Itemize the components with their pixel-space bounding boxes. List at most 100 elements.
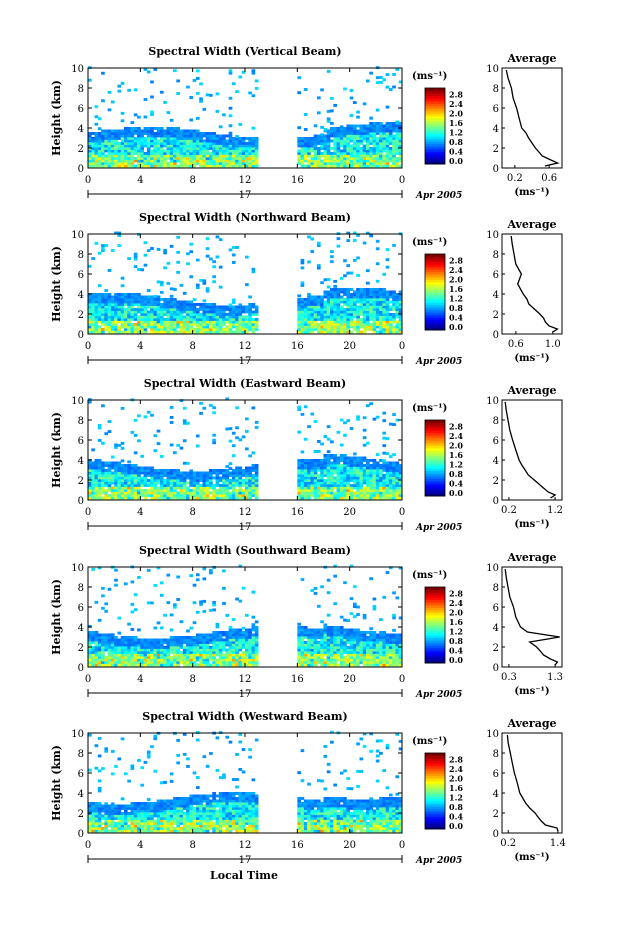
heatmap-cell (182, 149, 187, 153)
colorbar-swatch (425, 120, 445, 124)
heatmap-cell (195, 434, 200, 438)
heatmap-cell (215, 313, 220, 316)
heatmap-cell (366, 486, 370, 490)
heatmap-cell (110, 132, 115, 135)
heatmap-cell (202, 656, 207, 659)
heatmap-cell (245, 663, 249, 667)
heatmap-cell (343, 323, 347, 326)
heatmap-cell (343, 87, 347, 91)
heatmap-cell (110, 320, 115, 324)
heatmap-cell (330, 466, 334, 470)
heatmap-cell (107, 134, 112, 138)
heatmap-cell (231, 152, 236, 155)
heatmap-cell (313, 494, 318, 497)
heatmap-cell (307, 154, 311, 158)
heatmap-cell (156, 656, 161, 659)
heatmap-cell (369, 328, 373, 331)
heatmap-cell (359, 293, 364, 296)
heatmap-cell (245, 149, 249, 153)
heatmap-cell (336, 325, 341, 329)
heatmap-cell (153, 663, 158, 667)
heatmap-cell (97, 132, 102, 135)
heatmap-cell (228, 661, 233, 664)
heatmap-cell (182, 291, 187, 295)
heatmap-cell (323, 330, 328, 334)
heatmap-cell (323, 134, 328, 138)
heatmap-cell (120, 496, 125, 500)
heatmap-cell (300, 461, 305, 465)
heatmap-cell (199, 147, 203, 150)
heatmap-cell (182, 323, 187, 326)
heatmap-cell (238, 157, 243, 160)
heatmap-cell (248, 476, 252, 480)
heatmap-cell (235, 90, 239, 94)
heatmap-cell (388, 422, 393, 426)
heatmap-cell (297, 139, 302, 143)
heatmap-cell (192, 330, 197, 334)
heatmap-cell (218, 159, 223, 163)
heatmap-cell (117, 300, 122, 304)
heatmap-cell (176, 154, 180, 158)
heatmap-cell (159, 152, 164, 155)
heatmap-cell (375, 290, 380, 294)
heatmap-cell (320, 320, 324, 324)
heatmap-cell (212, 303, 216, 306)
heatmap-cell (169, 613, 174, 617)
heatmap-cell (343, 433, 347, 437)
heatmap-cell (186, 149, 190, 153)
heatmap-cell (235, 135, 239, 139)
heatmap-cell (94, 149, 99, 153)
heatmap-cell (395, 144, 400, 148)
heatmap-cell (189, 469, 194, 473)
heatmap-cell (153, 491, 158, 495)
heatmap-cell (182, 330, 187, 334)
heatmap-cell (362, 308, 367, 311)
heatmap-cell (303, 437, 308, 441)
heatmap-cell (186, 656, 190, 659)
heatmap-cell (110, 147, 115, 150)
heatmap-cell (222, 144, 226, 148)
heatmap-cell (123, 129, 128, 133)
heatmap-cell (228, 474, 233, 477)
heatmap-cell (241, 137, 246, 140)
heatmap-cell (326, 313, 331, 316)
heatmap-cell (346, 464, 351, 467)
heatmap-cell (382, 474, 387, 477)
heatmap-cell (205, 481, 210, 485)
heatmap-cell (346, 330, 351, 334)
heatmap-cell (398, 149, 403, 153)
heatmap-cell (140, 653, 145, 657)
heatmap-cell (222, 653, 226, 657)
heatmap-cell (166, 486, 171, 490)
heatmap-cell (222, 162, 226, 165)
heatmap-cell (235, 494, 239, 497)
heatmap-cell (104, 661, 109, 664)
heatmap-cell (398, 310, 403, 314)
heatmap-cells (88, 397, 403, 500)
heatmap-cell (153, 147, 158, 150)
heatmap-cell (186, 320, 190, 324)
heatmap-cell (235, 142, 239, 145)
heatmap-cell (218, 265, 223, 269)
heatmap-cell (163, 300, 167, 304)
heatmap-cell (123, 132, 128, 135)
heatmap-cell (218, 489, 223, 492)
colorbar-tick-label: 0.4 (449, 147, 463, 157)
heatmap-cell (392, 479, 396, 482)
heatmap-cell (349, 323, 354, 326)
heatmap-cell (209, 638, 213, 642)
heatmap-cell (310, 159, 315, 163)
heatmap-cell (385, 147, 390, 150)
heatmap-cell (323, 466, 328, 470)
heatmap-cell (379, 308, 383, 311)
heatmap-cell (202, 489, 207, 492)
heatmap-cell (336, 466, 341, 470)
heatmap-cell (150, 154, 154, 158)
heatmap-cell (372, 305, 377, 309)
heatmap-cell (228, 157, 233, 160)
heatmap-cell (366, 305, 370, 309)
heatmap-cell (356, 137, 360, 140)
heatmap-cell (156, 129, 161, 133)
heatmap-cell (88, 134, 92, 138)
heatmap-cell (117, 149, 122, 153)
